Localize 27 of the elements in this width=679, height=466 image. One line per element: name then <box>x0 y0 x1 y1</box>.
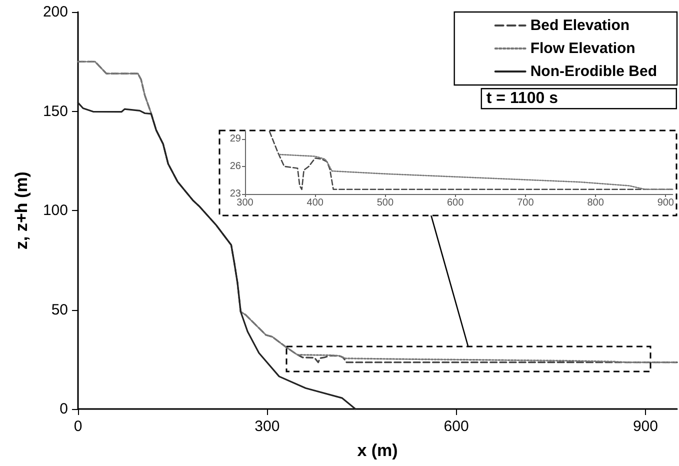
annotation: t = 1100 s <box>486 90 558 108</box>
legend-label: Bed Elevation <box>530 17 630 34</box>
line-series <box>77 102 356 410</box>
y-tick-label: 200 <box>42 4 68 20</box>
x-tick-label: 300 <box>254 418 280 435</box>
y-tick-label: 23 <box>230 188 242 200</box>
y-tick-label: 100 <box>42 202 68 219</box>
y-tick-label: 50 <box>51 301 68 318</box>
x-tick-label: 500 <box>376 198 394 208</box>
y-tick-label: 26 <box>230 160 242 172</box>
x-axis-title: x (m) <box>357 441 398 460</box>
x-tick-label: 0 <box>74 418 82 435</box>
x-tick-label: 900 <box>632 418 658 435</box>
x-tick-label: 900 <box>657 198 674 208</box>
x-tick-label: 600 <box>446 198 464 208</box>
y-tick-label: 29 <box>230 133 242 144</box>
legend-label: Non-Erodible Bed <box>530 63 658 80</box>
x-tick-label: 700 <box>517 198 534 208</box>
y-tick-label: 150 <box>42 102 68 120</box>
line-series <box>278 154 674 190</box>
y-axis-title: z, z+h (m) <box>12 172 31 250</box>
x-tick-label: 400 <box>306 198 324 208</box>
legend-label: Flow Elevation <box>530 40 636 57</box>
x-tick-label: 300 <box>236 198 254 208</box>
x-tick-label: 600 <box>444 418 469 435</box>
y-tick-label: 0 <box>60 400 68 418</box>
x-tick-label: 800 <box>587 198 604 208</box>
